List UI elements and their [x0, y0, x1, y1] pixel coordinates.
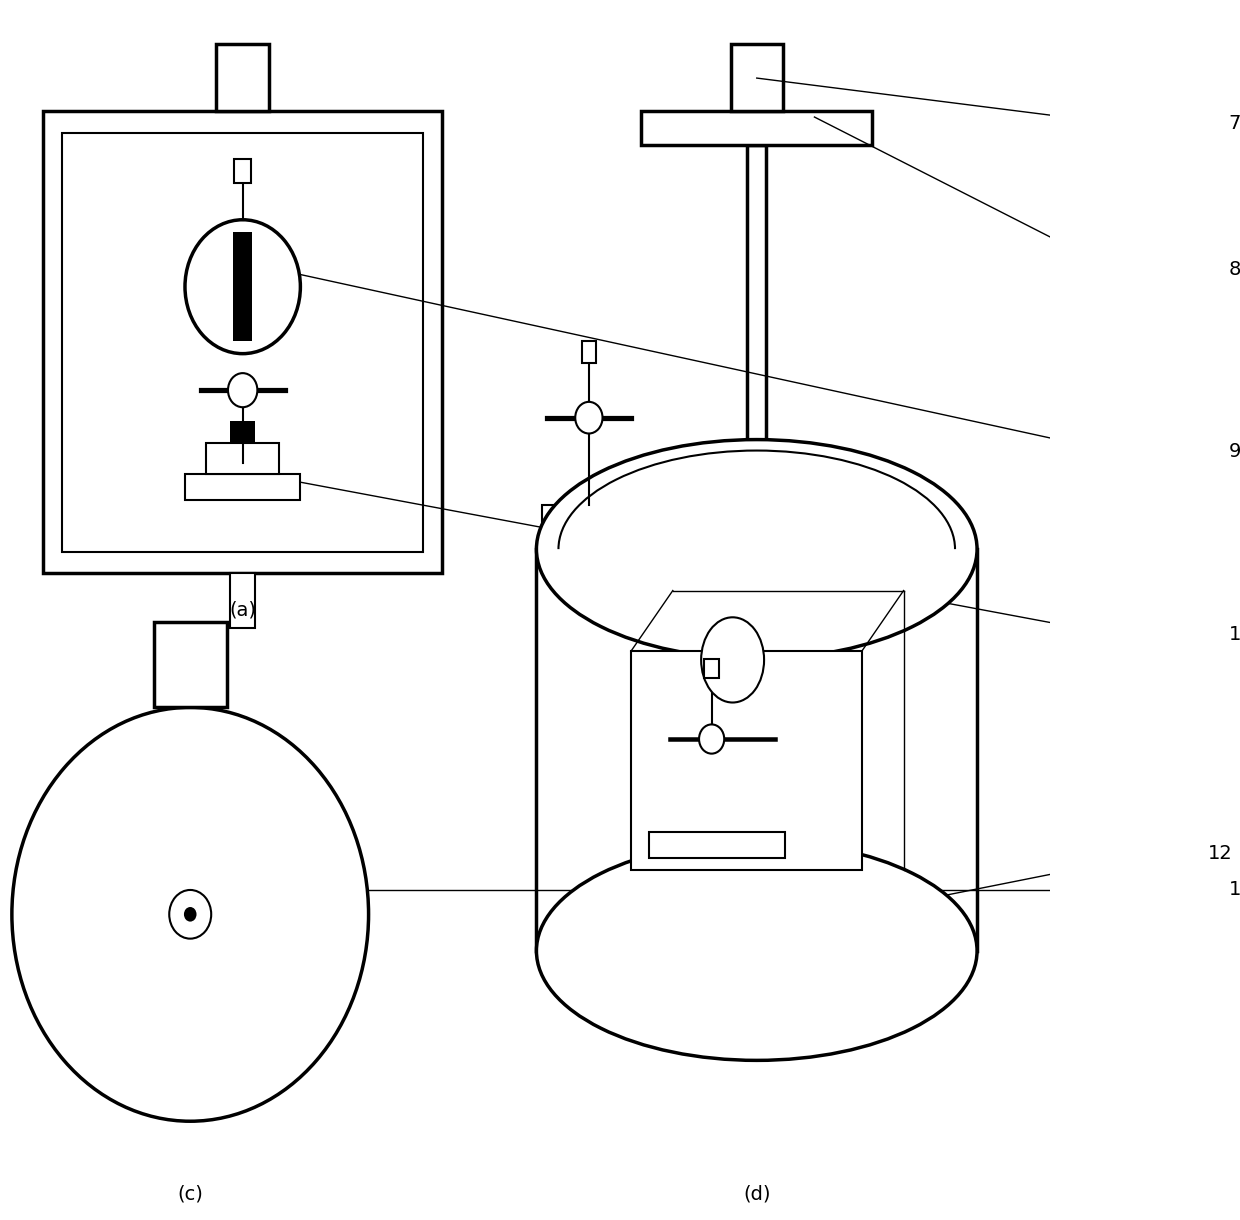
Text: 7: 7: [1229, 113, 1240, 133]
Text: 10: 10: [1229, 625, 1240, 644]
Bar: [744, 573, 769, 628]
Bar: [234, 159, 250, 183]
Circle shape: [184, 906, 196, 921]
Bar: [582, 342, 596, 362]
Circle shape: [575, 401, 603, 433]
Bar: [154, 622, 227, 708]
Text: 8: 8: [1229, 260, 1240, 278]
Bar: [231, 421, 255, 443]
Bar: [542, 505, 636, 527]
Bar: [206, 443, 279, 473]
Text: (d): (d): [743, 1185, 770, 1204]
Ellipse shape: [701, 617, 764, 703]
Text: 12: 12: [1208, 844, 1233, 863]
Bar: [641, 111, 872, 145]
Bar: [231, 573, 255, 628]
Circle shape: [169, 889, 211, 938]
Text: (a): (a): [229, 600, 257, 620]
Circle shape: [228, 373, 258, 407]
Text: 9: 9: [1229, 443, 1240, 461]
Circle shape: [12, 708, 368, 1121]
Bar: [730, 44, 782, 111]
Bar: [748, 145, 766, 539]
Circle shape: [699, 725, 724, 754]
Bar: [185, 473, 300, 500]
Text: (b): (b): [639, 600, 666, 620]
Bar: [649, 832, 785, 859]
Bar: [704, 659, 719, 678]
Ellipse shape: [537, 842, 977, 1060]
Bar: [43, 111, 441, 573]
Bar: [233, 232, 252, 342]
Text: (c): (c): [177, 1185, 203, 1204]
Bar: [62, 133, 423, 551]
Ellipse shape: [537, 439, 977, 659]
Bar: [217, 44, 269, 111]
Bar: [641, 539, 872, 573]
Circle shape: [185, 220, 300, 354]
Bar: [631, 651, 862, 871]
Text: 11: 11: [1229, 881, 1240, 899]
